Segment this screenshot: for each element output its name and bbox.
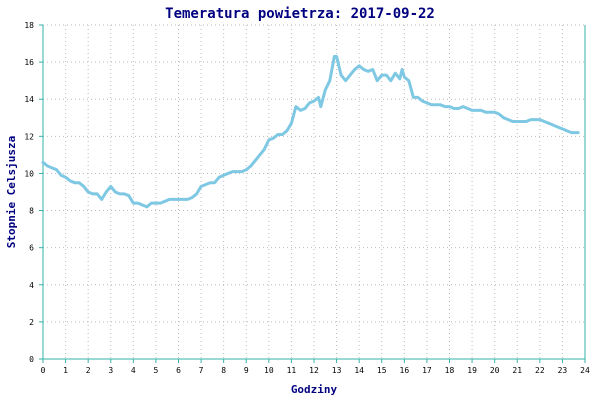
x-tick-label: 16	[400, 366, 410, 375]
x-tick-label: 24	[580, 366, 590, 375]
x-tick-label: 9	[244, 366, 249, 375]
x-tick-label: 12	[309, 366, 319, 375]
x-tick-label: 20	[490, 366, 500, 375]
x-tick-label: 11	[287, 366, 297, 375]
y-tick-label: 2	[29, 318, 34, 327]
y-tick-label: 6	[29, 244, 34, 253]
x-tick-label: 17	[422, 366, 432, 375]
x-tick-label: 15	[377, 366, 387, 375]
x-tick-label: 4	[131, 366, 136, 375]
x-tick-label: 14	[354, 366, 364, 375]
x-tick-label: 10	[264, 366, 274, 375]
x-tick-label: 2	[86, 366, 91, 375]
x-tick-label: 8	[221, 366, 226, 375]
x-tick-label: 23	[558, 366, 568, 375]
x-tick-label: 6	[176, 366, 181, 375]
y-tick-label: 12	[24, 132, 34, 141]
x-tick-label: 19	[467, 366, 477, 375]
x-tick-label: 3	[108, 366, 113, 375]
ticks: 0 1 2 3 4 5 6 7 8 9 10 11 12 13 14 15 16 17 18 19 20 21 22 23 24…	[24, 21, 590, 375]
series-group	[41, 55, 580, 209]
grid	[43, 24, 586, 359]
axes	[39, 24, 586, 363]
x-tick-label: 0	[41, 366, 46, 375]
y-tick-label: 14	[24, 95, 34, 104]
x-axis-label: Godziny	[291, 383, 338, 396]
x-tick-label: 5	[154, 366, 159, 375]
temperature-series-line	[41, 55, 580, 209]
y-tick-label: 8	[29, 207, 34, 216]
y-tick-label: 18	[24, 21, 34, 30]
y-axis-label: Stopnie Celsjusza	[5, 136, 18, 249]
chart-title: Temeratura powietrza: 2017-09-22	[165, 6, 435, 22]
y-tick-label: 0	[29, 355, 34, 364]
x-tick-label: 13	[332, 366, 342, 375]
x-tick-label: 1	[63, 366, 68, 375]
x-tick-label: 21	[512, 366, 522, 375]
x-tick-label: 7	[199, 366, 204, 375]
x-tick-label: 18	[445, 366, 455, 375]
y-tick-label: 16	[24, 58, 34, 67]
x-tick-label: 22	[535, 366, 545, 375]
y-tick-label: 10	[24, 169, 34, 178]
y-tick-label: 4	[29, 281, 34, 290]
